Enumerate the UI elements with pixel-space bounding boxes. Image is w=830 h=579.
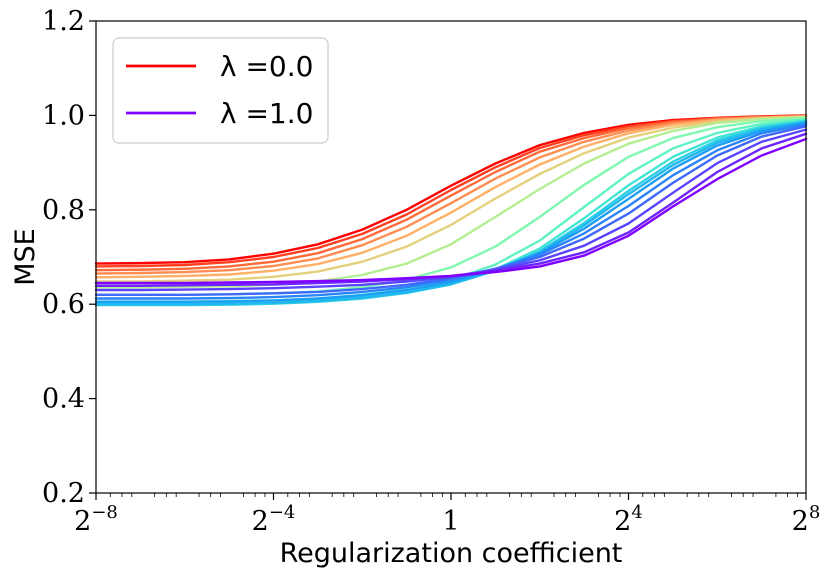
legend-label-lambda-0: λ =0.0 xyxy=(220,50,313,83)
x-tick-label: 24 xyxy=(614,502,643,537)
y-tick-label: 0.2 xyxy=(42,478,85,509)
series-line-4 xyxy=(94,115,808,279)
y-tick-label: 0.8 xyxy=(42,195,85,226)
axis-major-ticks xyxy=(89,20,807,500)
legend-box xyxy=(112,37,329,144)
legend: λ =0.0 λ =1.0 xyxy=(112,37,329,144)
y-tick-labels: 0.2 0.4 0.6 0.8 1.0 1.2 xyxy=(42,6,85,509)
x-tick-label: 2−4 xyxy=(252,502,296,537)
x-minor-ticks xyxy=(109,493,798,497)
series-line-12 xyxy=(94,121,808,303)
y-tick-label: 0.6 xyxy=(42,289,85,320)
series-line-11 xyxy=(94,120,808,306)
x-tick-labels: 2−8 2−4 1 24 28 xyxy=(74,502,820,537)
y-tick-label: 0.4 xyxy=(42,384,85,415)
x-axis-label: Regularization coefficient xyxy=(280,538,623,569)
series-line-5 xyxy=(94,115,808,283)
legend-label-lambda-1: λ =1.0 xyxy=(220,97,313,130)
x-tick-label: 28 xyxy=(792,502,821,537)
plot-area-frame xyxy=(95,20,807,494)
series-line-6 xyxy=(94,116,808,289)
series-line-17 xyxy=(94,137,808,285)
series-line-8 xyxy=(94,118,808,303)
series-line-14 xyxy=(94,125,808,296)
series-lines xyxy=(94,114,808,307)
y-tick-label: 1.2 xyxy=(42,6,85,37)
series-line-3 xyxy=(94,115,808,275)
x-tick-label: 1 xyxy=(442,506,459,537)
y-tick-label: 1.0 xyxy=(42,100,85,131)
series-line-13 xyxy=(94,123,808,300)
y-axis-label: MSE xyxy=(10,228,41,286)
x-tick-label: 2−8 xyxy=(74,502,118,537)
